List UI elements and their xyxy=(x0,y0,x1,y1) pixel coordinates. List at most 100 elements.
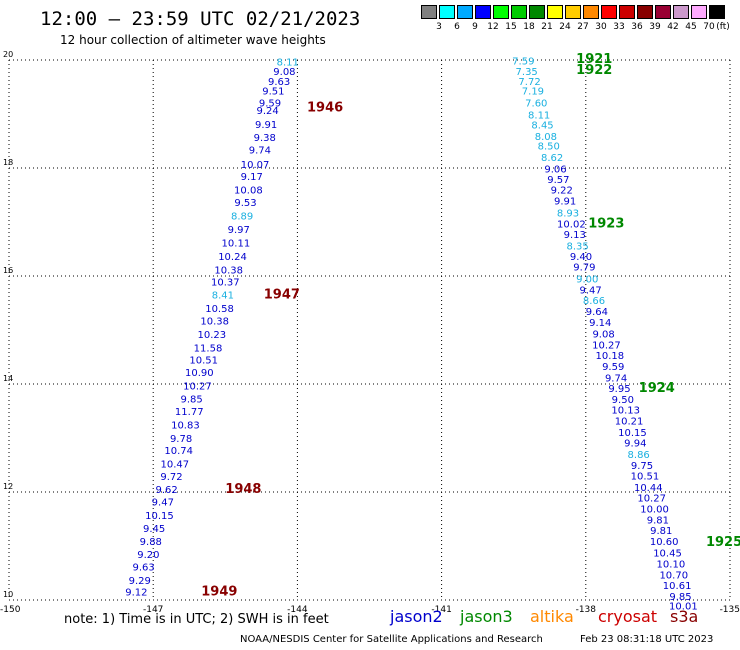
wave-height-value: 10.07 xyxy=(241,160,270,171)
wave-height-value: 10.37 xyxy=(211,278,240,289)
color-swatch xyxy=(475,5,491,19)
color-swatch xyxy=(619,5,635,19)
color-legend: 3 6 9 12 15 18 21 24 27 30 33 36 39 42 45 70 (ft) xyxy=(421,5,730,33)
color-legend-label: 39 xyxy=(649,22,661,32)
wave-height-value: 9.81 xyxy=(647,515,669,526)
wave-height-value: 10.83 xyxy=(171,420,200,431)
color-swatch xyxy=(601,5,617,19)
wave-height-value: 9.24 xyxy=(256,106,278,117)
pass-time-label: 1921 xyxy=(576,52,612,67)
footer-note: note: 1) Time is in UTC; 2) SWH is in fe… xyxy=(64,612,329,627)
y-tick-label: 18 xyxy=(3,158,13,167)
wave-height-value: 10.45 xyxy=(653,548,682,559)
wave-height-value: 9.74 xyxy=(605,373,627,384)
y-tick-label: 12 xyxy=(3,482,13,491)
wave-height-value: 8.93 xyxy=(557,209,579,220)
wave-height-value: 9.50 xyxy=(612,395,634,406)
wave-height-value: 10.51 xyxy=(189,355,218,366)
color-legend-label: 45 xyxy=(685,22,697,32)
y-tick-label: 10 xyxy=(3,590,13,599)
wave-height-value: 7.72 xyxy=(518,77,540,88)
wave-height-value: 9.57 xyxy=(547,175,569,186)
wave-height-value: 9.63 xyxy=(132,562,154,573)
wave-height-value: 8.41 xyxy=(212,291,234,302)
color-swatch xyxy=(691,5,707,19)
color-swatch xyxy=(439,5,455,19)
satellite-legend-item: jason3 xyxy=(460,607,513,626)
axis-ticks: -150 -147 -144 -141 -138 -135 20 18 16 14 12 10 xyxy=(0,50,740,615)
wave-height-value: 7.35 xyxy=(516,67,538,78)
wave-height-value: 9.53 xyxy=(234,198,256,209)
color-legend-label: 36 xyxy=(631,22,643,32)
wave-height-value: 10.23 xyxy=(198,330,227,341)
wave-height-value: 10.61 xyxy=(663,581,692,592)
credit-text: NOAA/NESDIS Center for Satellite Applica… xyxy=(240,634,543,645)
wave-height-value: 10.38 xyxy=(214,265,243,276)
color-legend-label: 3 xyxy=(436,22,442,32)
wave-height-value: 9.29 xyxy=(129,576,151,587)
color-swatch xyxy=(547,5,563,19)
color-swatch xyxy=(421,5,437,19)
color-swatch xyxy=(529,5,545,19)
pass-time-label: 1948 xyxy=(225,482,261,497)
color-swatch xyxy=(655,5,671,19)
wave-height-value: 8.11 xyxy=(528,110,550,121)
color-legend-label: 9 xyxy=(472,22,478,32)
color-swatch xyxy=(583,5,599,19)
wave-height-value: 9.47 xyxy=(579,285,601,296)
wave-height-value: 8.62 xyxy=(541,153,563,164)
wave-height-value: 10.02 xyxy=(557,219,586,230)
color-legend-label: 15 xyxy=(505,22,517,32)
wave-height-value: 10.13 xyxy=(611,406,640,417)
wave-height-value: 10.38 xyxy=(200,317,229,328)
wave-height-value: 10.00 xyxy=(640,505,669,516)
wave-height-value: 10.70 xyxy=(659,570,688,581)
x-tick-label: -144 xyxy=(287,605,308,615)
color-swatch xyxy=(493,5,509,19)
wave-height-value: 10.15 xyxy=(618,428,647,439)
wave-height-value: 9.63 xyxy=(268,77,290,88)
wave-height-value: 10.60 xyxy=(650,537,679,548)
x-tick-label: -135 xyxy=(720,605,740,615)
wave-height-value: 10.44 xyxy=(634,483,663,494)
y-tick-label: 20 xyxy=(3,50,13,59)
wave-height-value: 9.75 xyxy=(631,461,653,472)
wave-height-value: 9.12 xyxy=(125,588,147,599)
color-legend-label: 70 xyxy=(703,22,715,32)
wave-height-value: 9.85 xyxy=(669,592,691,603)
wave-height-value: 9.47 xyxy=(152,498,174,509)
pass-time-label: 1947 xyxy=(264,288,300,303)
wave-height-value: 11.58 xyxy=(194,344,223,355)
wave-height-value: 9.45 xyxy=(143,524,165,535)
wave-height-value: 10.47 xyxy=(161,460,190,471)
wave-height-value: 10.01 xyxy=(669,602,698,613)
wave-height-value: 9.74 xyxy=(249,145,271,156)
wave-height-value: 7.19 xyxy=(522,87,544,98)
color-legend-unit: (ft) xyxy=(716,22,730,32)
wave-height-value: 10.27 xyxy=(183,381,212,392)
color-swatch xyxy=(457,5,473,19)
color-swatch xyxy=(637,5,653,19)
pass-time-label: 1925 xyxy=(706,535,740,550)
satellite-legend-item: jason2 xyxy=(390,607,443,626)
wave-height-value: 8.86 xyxy=(628,450,650,461)
wave-height-value: 10.51 xyxy=(631,472,660,483)
color-legend-label: 18 xyxy=(523,22,535,32)
pass-time-label: 1923 xyxy=(588,216,624,231)
pass-time-label: 1946 xyxy=(307,100,343,115)
page-title: 12:00 — 23:59 UTC 02/21/2023 xyxy=(40,8,361,30)
wave-height-value: 9.72 xyxy=(160,472,182,483)
wave-height-value: 10.27 xyxy=(592,340,621,351)
wave-height-value: 10.18 xyxy=(596,351,625,362)
generated-timestamp: Feb 23 08:31:18 UTC 2023 xyxy=(580,634,714,645)
wave-height-value: 10.10 xyxy=(657,560,686,571)
wave-height-value: 9.79 xyxy=(573,263,595,274)
x-tick-label: -141 xyxy=(431,605,451,615)
color-legend-label: 21 xyxy=(541,22,553,32)
wave-height-value: 10.15 xyxy=(145,511,174,522)
color-swatch xyxy=(565,5,581,19)
wave-height-value: 9.00 xyxy=(576,274,598,285)
color-legend-label: 33 xyxy=(613,22,625,32)
